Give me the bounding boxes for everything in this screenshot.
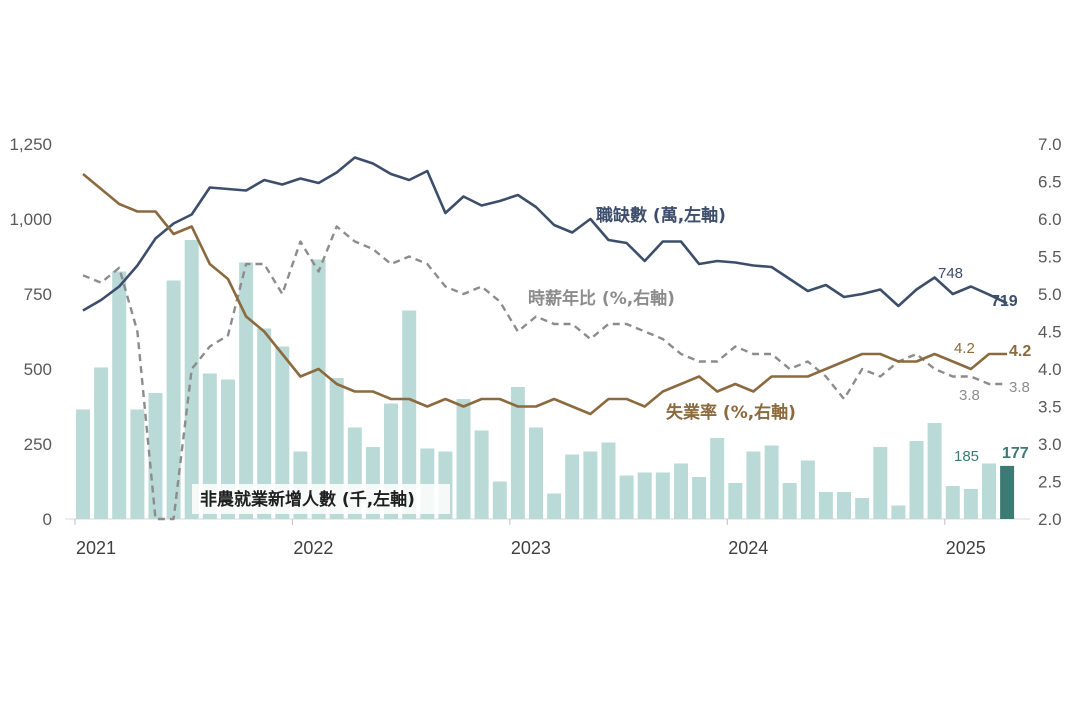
right-axis-tick: 4.0 bbox=[1038, 360, 1062, 379]
payroll-bar bbox=[202, 373, 217, 519]
payroll-bar bbox=[166, 280, 181, 519]
payroll-bar bbox=[239, 262, 254, 519]
payroll-bar bbox=[746, 451, 761, 519]
payroll-bar bbox=[112, 271, 127, 519]
jolts-last-label: 719 bbox=[991, 293, 1018, 310]
x-axis-tick: 2023 bbox=[511, 538, 551, 558]
payroll-bar bbox=[800, 460, 815, 519]
unemployment-series-label: 失業率 (%,右軸) bbox=[666, 402, 796, 423]
right-axis-tick: 4.5 bbox=[1038, 323, 1062, 342]
left-axis-tick: 1,000 bbox=[9, 210, 52, 229]
bar-last-label: 177 bbox=[1002, 445, 1029, 462]
payroll-bar bbox=[130, 409, 145, 519]
payroll-bar bbox=[311, 259, 326, 519]
payroll-bar bbox=[184, 240, 199, 519]
payroll-bar bbox=[565, 454, 580, 519]
payroll-bar bbox=[76, 409, 90, 519]
unemp-prev-label: 4.2 bbox=[954, 340, 975, 357]
x-axis-ticks: 2021 2022 2023 2024 2025 bbox=[74, 519, 986, 558]
payroll-bar bbox=[782, 483, 797, 519]
payroll-bar bbox=[891, 505, 906, 519]
unemp-last-label: 4.2 bbox=[1009, 343, 1031, 360]
payroll-bar bbox=[764, 445, 779, 519]
job-openings-line bbox=[82, 156, 1008, 312]
payroll-bar bbox=[655, 472, 670, 519]
payroll-bar bbox=[275, 346, 290, 519]
payroll-bar bbox=[492, 481, 507, 519]
left-axis-tick: 750 bbox=[24, 285, 52, 304]
left-axis-tick: 250 bbox=[24, 435, 52, 454]
right-axis-tick: 5.5 bbox=[1038, 248, 1062, 267]
x-axis-tick: 2025 bbox=[946, 538, 986, 558]
payroll-bar bbox=[529, 427, 543, 519]
wage-last-label: 3.8 bbox=[1009, 379, 1030, 396]
payroll-bar bbox=[583, 451, 598, 519]
left-axis-tick: 0 bbox=[43, 510, 52, 529]
payroll-bars bbox=[76, 240, 1015, 519]
payroll-bar bbox=[927, 423, 942, 519]
wage-prev-label: 3.8 bbox=[959, 387, 980, 404]
payroll-bar bbox=[619, 475, 634, 519]
payroll-bar bbox=[547, 493, 562, 519]
payroll-bar bbox=[474, 430, 489, 519]
payroll-bar bbox=[456, 399, 471, 519]
job-openings-series-label: 職缺數 (萬,左軸) bbox=[596, 205, 726, 226]
right-axis-tick: 6.5 bbox=[1038, 173, 1062, 192]
payroll-series-label: 非農就業新增人數 (千,左軸) bbox=[200, 489, 415, 510]
right-axis-tick: 3.5 bbox=[1038, 398, 1062, 417]
payroll-bar bbox=[329, 378, 344, 519]
bar-prev-label: 185 bbox=[954, 448, 979, 465]
right-axis-ticks: 2.0 2.5 3.0 3.5 4.0 4.5 5.0 5.5 6.0 6.5 7.0 bbox=[1038, 135, 1062, 529]
x-axis-tick: 2022 bbox=[293, 538, 333, 558]
x-axis-tick: 2021 bbox=[76, 538, 116, 558]
payroll-bar bbox=[982, 463, 996, 519]
payroll-bar bbox=[710, 438, 725, 519]
payroll-bar bbox=[692, 477, 707, 519]
right-axis-tick: 2.5 bbox=[1038, 473, 1062, 492]
payroll-bar bbox=[818, 492, 833, 519]
payroll-bar bbox=[637, 472, 652, 519]
right-axis-tick: 2.0 bbox=[1038, 510, 1062, 529]
payroll-bar bbox=[855, 498, 870, 519]
payroll-bar bbox=[963, 489, 978, 519]
payroll-bar bbox=[257, 328, 272, 519]
payroll-bar bbox=[837, 492, 851, 519]
left-axis-ticks: 0 250 500 750 1,000 1,250 bbox=[9, 135, 52, 529]
right-axis-tick: 6.0 bbox=[1038, 210, 1062, 229]
unemployment-line bbox=[82, 172, 1008, 416]
payroll-bar bbox=[873, 447, 888, 519]
payroll-bar bbox=[674, 463, 688, 519]
payroll-bar bbox=[94, 367, 109, 519]
wage-series-label: 時薪年比 (%,右軸) bbox=[528, 288, 675, 309]
payroll-bar bbox=[909, 441, 924, 519]
payroll-bar bbox=[945, 486, 960, 519]
payroll-bar bbox=[601, 442, 616, 519]
payroll-bar bbox=[510, 387, 525, 519]
jolts-prev-label: 748 bbox=[938, 265, 963, 282]
right-axis-tick: 7.0 bbox=[1038, 135, 1062, 154]
right-axis-tick: 5.0 bbox=[1038, 285, 1062, 304]
payroll-label-bg bbox=[192, 484, 450, 514]
payroll-bar bbox=[1000, 465, 1015, 519]
line-series bbox=[82, 156, 1008, 521]
left-axis-tick: 500 bbox=[24, 360, 52, 379]
payroll-bar bbox=[402, 310, 417, 519]
x-axis-tick: 2024 bbox=[728, 538, 768, 558]
payroll-bar bbox=[728, 483, 743, 519]
right-axis-tick: 3.0 bbox=[1038, 435, 1062, 454]
left-axis-tick: 1,250 bbox=[9, 135, 52, 154]
